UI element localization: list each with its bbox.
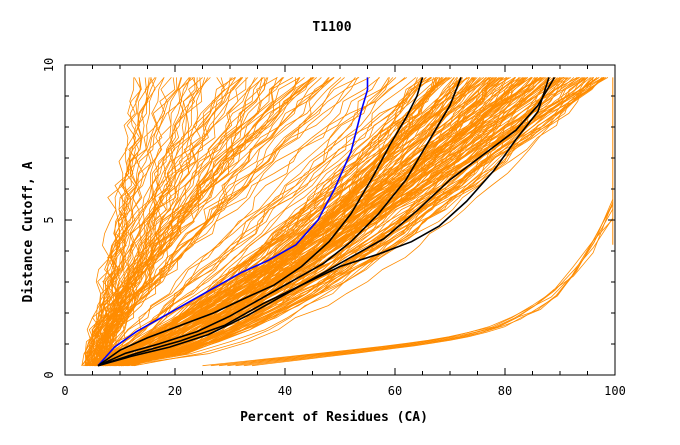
orange-model-curve — [95, 77, 247, 366]
orange-model-curve — [93, 77, 342, 366]
orange-model-curve — [102, 77, 562, 367]
orange-model-curve — [135, 77, 581, 367]
orange-model-curve — [126, 77, 524, 367]
orange-model-curve — [114, 77, 561, 367]
orange-model-curve — [101, 77, 490, 367]
orange-model-curve — [132, 77, 447, 366]
x-tick-label: 100 — [604, 384, 626, 398]
x-tick-label: 40 — [278, 384, 292, 398]
orange-model-curve — [92, 77, 495, 367]
orange-model-curve — [202, 204, 614, 367]
x-tick-label: 60 — [388, 384, 402, 398]
orange-model-curve — [105, 77, 406, 367]
orange-model-curve — [94, 77, 567, 367]
black-model-curve-3 — [97, 77, 462, 367]
x-tick-label: 20 — [168, 384, 182, 398]
orange-model-curve — [92, 77, 424, 367]
x-axis-label: Percent of Residues (CA) — [240, 410, 428, 425]
orange-model-curve — [96, 77, 586, 367]
orange-model-curve — [90, 77, 263, 366]
orange-model-curve — [133, 77, 561, 367]
orange-model-curve — [95, 77, 314, 366]
orange-model-curve — [118, 77, 523, 367]
curve-layer — [81, 76, 614, 367]
black-model-curve-4 — [97, 76, 556, 367]
orange-model-curve — [97, 77, 165, 366]
orange-model-curve — [93, 77, 468, 367]
orange-model-curve — [121, 77, 568, 367]
orange-model-curve — [106, 77, 567, 367]
orange-model-curve — [95, 77, 491, 367]
orange-model-curve — [98, 77, 209, 366]
x-tick-label: 0 — [61, 384, 68, 398]
orange-model-curve — [105, 77, 390, 366]
orange-model-curve — [97, 77, 588, 367]
orange-model-curve — [97, 77, 605, 367]
y-axis-label: Distance Cutoff, A — [21, 161, 36, 302]
orange-model-curve — [90, 77, 322, 366]
orange-model-curve — [86, 77, 150, 366]
orange-model-curve — [112, 77, 532, 367]
orange-model-curve — [102, 77, 554, 367]
chart-title: T1100 — [312, 20, 351, 35]
orange-model-curve — [115, 77, 594, 367]
orange-model-curve — [120, 77, 600, 367]
orange-model-curve — [92, 77, 178, 366]
black-model-curve-2 — [97, 77, 424, 367]
x-tick-label: 80 — [498, 384, 512, 398]
orange-model-curve — [106, 77, 233, 366]
orange-model-curve — [87, 77, 509, 367]
orange-model-curve — [113, 77, 538, 367]
orange-model-curve — [98, 77, 394, 366]
orange-model-curve — [99, 77, 330, 366]
orange-model-curve — [119, 77, 591, 367]
orange-model-curve — [91, 77, 244, 366]
orange-model-curve — [81, 77, 312, 366]
orange-model-curve — [105, 77, 451, 367]
y-tick-label: 10 — [42, 58, 56, 72]
orange-model-curve — [99, 77, 380, 366]
orange-model-curve — [103, 77, 284, 366]
axes: 0 20 40 60 80 100 0 5 10 — [42, 58, 626, 398]
orange-model-curve — [86, 77, 152, 366]
y-tick-label: 0 — [42, 371, 56, 378]
orange-model-curve — [105, 77, 200, 366]
orange-model-curve — [125, 77, 427, 367]
black-model-curve-5 — [97, 77, 550, 367]
orange-model-curve — [85, 77, 196, 366]
orange-model-curve — [218, 201, 614, 367]
orange-model-curve — [251, 202, 614, 367]
orange-model-curve — [86, 77, 537, 367]
orange-model-curve — [98, 77, 269, 366]
orange-model-curve — [106, 77, 397, 366]
orange-model-curve — [107, 77, 475, 367]
orange-model-curve — [109, 77, 484, 366]
orange-model-curve — [107, 77, 211, 366]
blue-model-curve-1 — [97, 77, 369, 367]
orange-model-curve — [92, 77, 443, 367]
orange-model-curve — [102, 77, 478, 367]
orange-model-curve — [99, 77, 183, 366]
orange-model-curve — [99, 77, 507, 367]
orange-model-curve — [81, 77, 136, 366]
orange-model-curve — [120, 77, 579, 367]
orange-model-curve — [98, 77, 516, 367]
orange-model-curve — [84, 77, 443, 367]
orange-model-curve — [227, 217, 614, 367]
y-tick-label: 5 — [42, 216, 56, 223]
orange-model-curve — [102, 77, 532, 367]
orange-model-curve — [84, 77, 182, 366]
orange-model-curve — [109, 77, 526, 367]
orange-model-curve — [96, 77, 236, 366]
